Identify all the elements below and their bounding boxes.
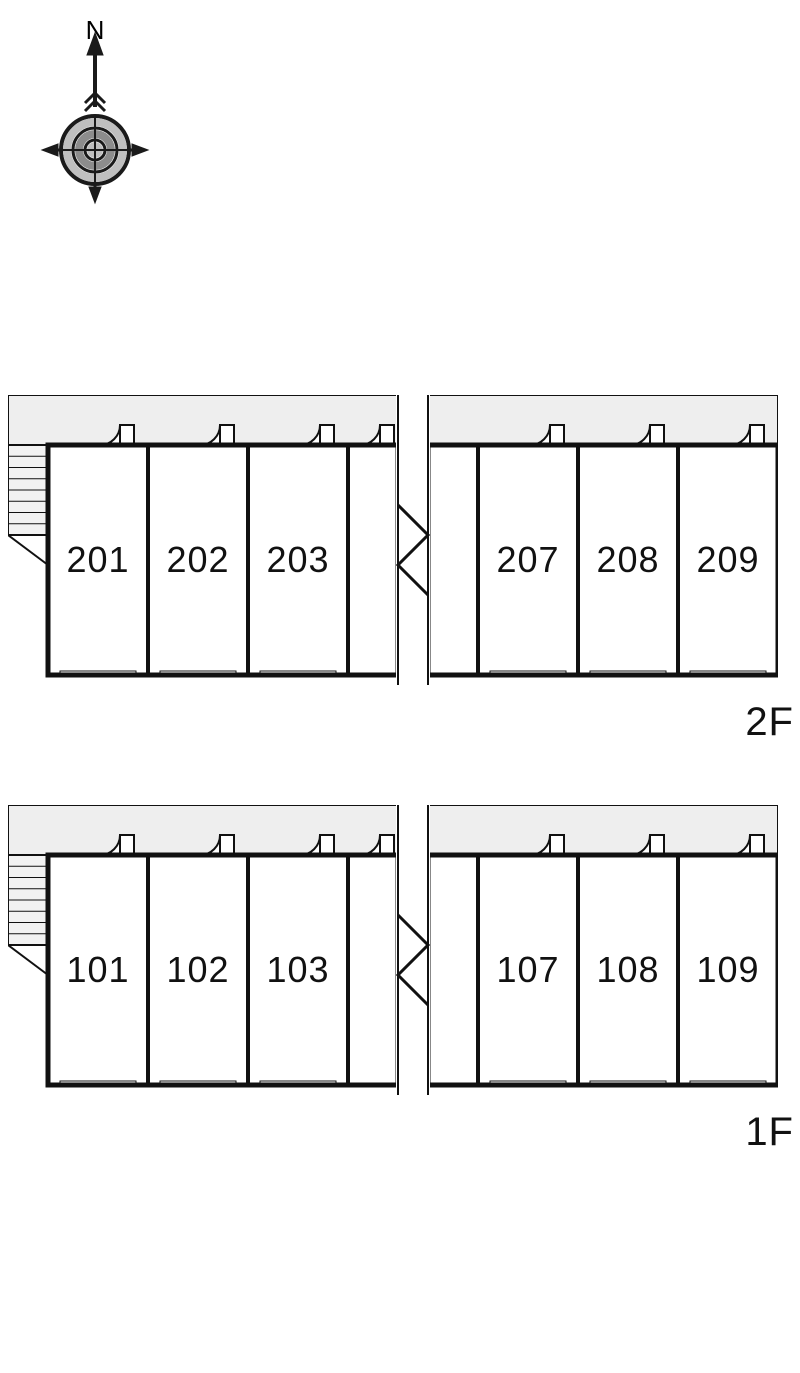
unit-label: 202 [148, 539, 248, 581]
compass-rose: N [20, 15, 170, 225]
floor-1F: 101102103107108109 1F [8, 805, 792, 1095]
unit-label: 207 [478, 539, 578, 581]
floor-label: 1F [745, 1110, 794, 1155]
floor-label: 2F [745, 700, 794, 745]
unit-label: 103 [248, 949, 348, 991]
building-plan: 201202203 207208209 [8, 395, 778, 685]
unit-label: 102 [148, 949, 248, 991]
floor-2F: 201202203207208209 2F [8, 395, 792, 685]
unit-label: 109 [678, 949, 778, 991]
unit-label: 108 [578, 949, 678, 991]
unit-label: 107 [478, 949, 578, 991]
unit-label: 101 [48, 949, 148, 991]
compass-bullseye-icon [61, 116, 129, 184]
unit-label: 208 [578, 539, 678, 581]
unit-label: 201 [48, 539, 148, 581]
unit-label: 203 [248, 539, 348, 581]
floorplan-page: N [0, 0, 800, 1373]
unit-label: 209 [678, 539, 778, 581]
building-plan: 101102103 107108109 [8, 805, 778, 1095]
